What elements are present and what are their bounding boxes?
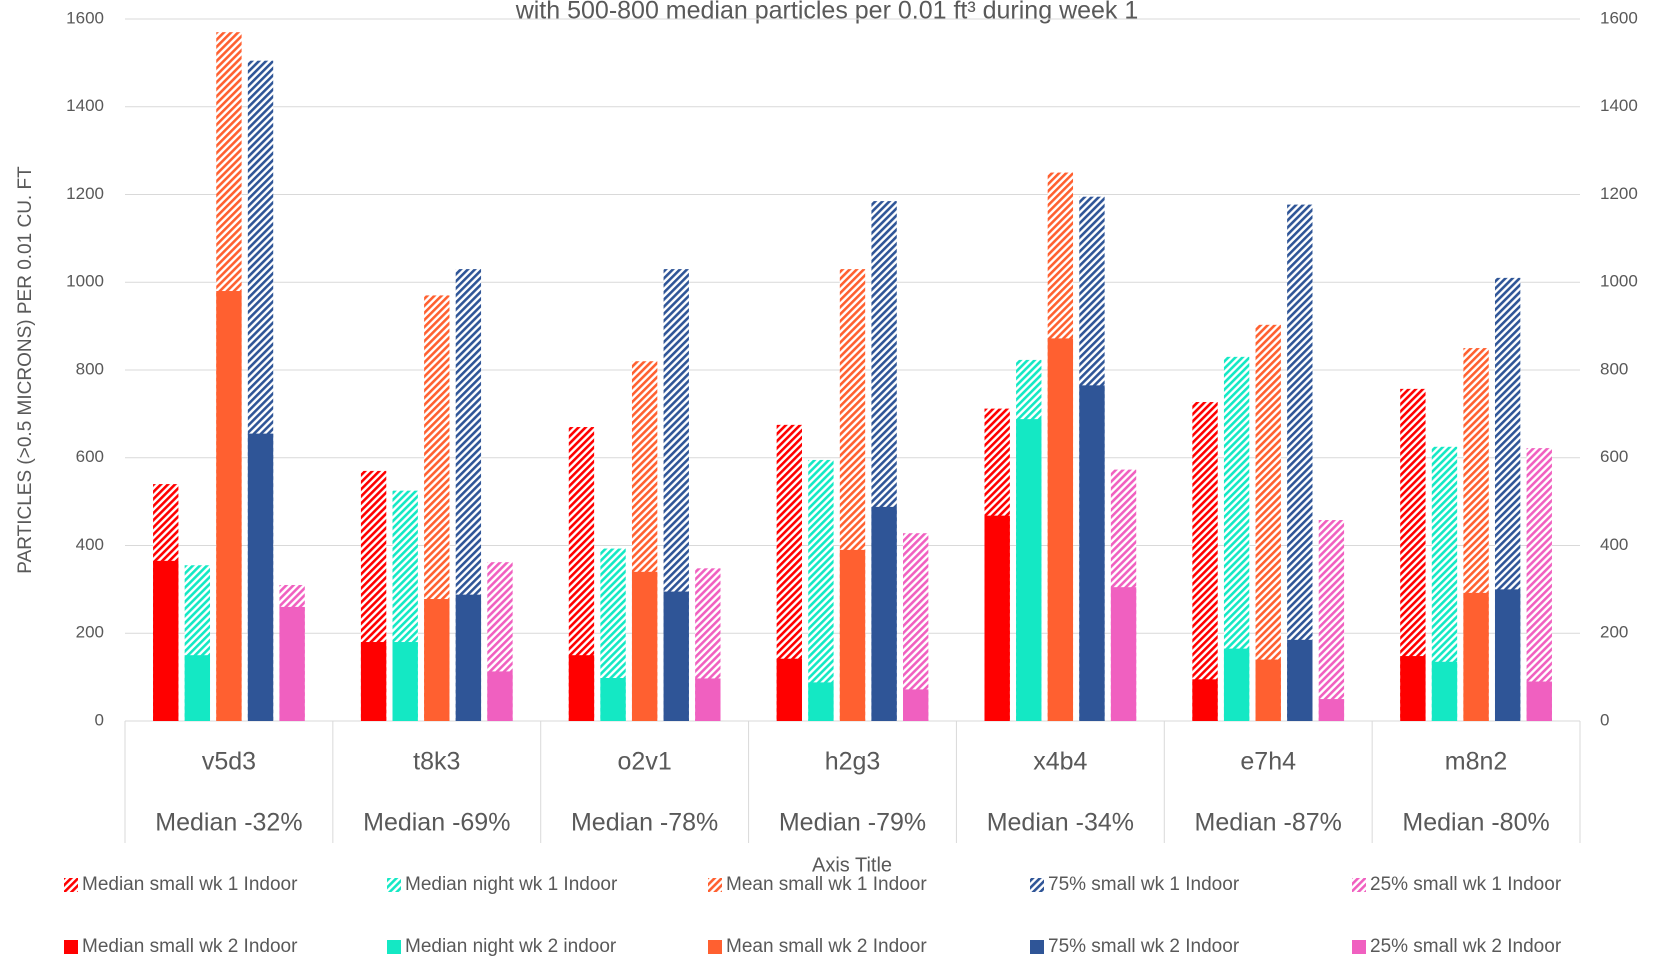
- legend-swatch: [64, 878, 78, 892]
- y2-tick-label: 600: [1600, 447, 1628, 466]
- x-tick-label: v5d3: [202, 748, 256, 776]
- bar: [360, 642, 387, 721]
- legend-label: Median small wk 2 Indoor: [82, 936, 298, 957]
- bar: [1287, 639, 1313, 721]
- legend-label: Median small wk 1 Indoor: [82, 874, 298, 895]
- y2-tick-label: 0: [1600, 710, 1609, 729]
- bar: [392, 642, 418, 721]
- legend-swatch: [1352, 878, 1366, 892]
- bar: [279, 606, 305, 721]
- y-tick-label: 1200: [66, 184, 104, 203]
- bar: [568, 655, 595, 721]
- legend-label: Median night wk 1 Indoor: [405, 874, 618, 895]
- y2-tick-label: 1200: [1600, 184, 1638, 203]
- bar: [1463, 592, 1489, 721]
- category-note: Median -34%: [987, 809, 1134, 837]
- legend-swatch: [708, 940, 722, 954]
- x-tick-label: o2v1: [618, 748, 672, 776]
- bar: [984, 515, 1010, 721]
- bar: [871, 506, 897, 721]
- legend-swatch: [387, 878, 401, 892]
- y-tick-label: 200: [76, 623, 104, 642]
- legend-label: Mean small wk 2 Indoor: [726, 936, 927, 957]
- y-tick-label: 400: [76, 535, 104, 554]
- chart-title: with 500-800 median particles per 0.01 f…: [515, 0, 1139, 25]
- bar: [424, 599, 450, 721]
- bar: [1318, 520, 1345, 721]
- category-note: Median -80%: [1402, 809, 1549, 837]
- legend-swatch: [64, 940, 78, 954]
- category-note: Median -78%: [571, 809, 718, 837]
- bar: [184, 655, 211, 721]
- bar: [839, 549, 866, 721]
- category-note: Median -87%: [1195, 809, 1342, 837]
- bar: [1318, 699, 1345, 721]
- bar: [455, 594, 482, 721]
- y2-tick-label: 400: [1600, 535, 1628, 554]
- y2-tick-label: 1000: [1600, 272, 1638, 291]
- bar: [695, 678, 721, 721]
- bar: [153, 560, 179, 721]
- bar: [1016, 419, 1042, 721]
- y-tick-label: 600: [76, 447, 104, 466]
- bar: [776, 658, 802, 721]
- category-note: Median -69%: [363, 809, 510, 837]
- y2-tick-label: 800: [1600, 359, 1628, 378]
- legend-swatch: [1352, 940, 1366, 954]
- bar: [600, 678, 626, 721]
- y-tick-label: 0: [95, 710, 104, 729]
- bar: [1400, 656, 1426, 721]
- legend-label: 25% small wk 2 Indoor: [1370, 936, 1562, 957]
- category-note: Median -32%: [155, 809, 302, 837]
- bar: [1287, 204, 1313, 721]
- category-note: Median -79%: [779, 809, 926, 837]
- bar: [216, 291, 242, 721]
- y-axis-title: PARTICLES (>0.5 MICRONS) PER 0.01 CU. FT: [15, 166, 36, 574]
- bar: [1255, 324, 1281, 721]
- y-tick-label: 1600: [66, 8, 104, 27]
- legend-swatch: [708, 878, 722, 892]
- bar: [663, 591, 689, 721]
- y2-tick-label: 1400: [1600, 96, 1638, 115]
- bar: [1047, 338, 1074, 721]
- legend-swatch: [387, 940, 401, 954]
- bar: [903, 689, 929, 721]
- legend-label: 25% small wk 1 Indoor: [1370, 874, 1562, 895]
- legend-swatch: [1030, 878, 1044, 892]
- bar: [1255, 659, 1281, 721]
- bar: [1526, 448, 1552, 721]
- y2-tick-label: 1600: [1600, 8, 1638, 27]
- legend-swatch: [1030, 940, 1044, 954]
- bar: [487, 671, 513, 721]
- bar: [1192, 679, 1218, 721]
- legend-label: Median night wk 2 indoor: [405, 936, 617, 957]
- y-tick-label: 800: [76, 359, 104, 378]
- legend-label: 75% small wk 2 Indoor: [1048, 936, 1240, 957]
- bar: [808, 459, 834, 721]
- x-tick-label: m8n2: [1445, 748, 1508, 776]
- bar: [1110, 587, 1137, 721]
- x-tick-label: x4b4: [1033, 748, 1087, 776]
- bar: [1526, 681, 1552, 721]
- y2-tick-label: 200: [1600, 623, 1628, 642]
- bar: [1192, 402, 1218, 721]
- y-tick-label: 1000: [66, 272, 104, 291]
- bar: [808, 682, 834, 721]
- bar: [1223, 648, 1250, 721]
- bar: [1079, 385, 1105, 721]
- x-tick-label: h2g3: [825, 748, 881, 776]
- bar: [631, 571, 658, 721]
- bar: [247, 433, 274, 721]
- x-axis-title: Axis Title: [812, 854, 892, 876]
- bar: [1431, 661, 1458, 721]
- y-tick-label: 1400: [66, 96, 104, 115]
- x-tick-label: e7h4: [1240, 748, 1296, 776]
- bar: [1494, 589, 1521, 721]
- x-tick-label: t8k3: [413, 748, 460, 776]
- legend-label: 75% small wk 1 Indoor: [1048, 874, 1240, 895]
- legend-label: Mean small wk 1 Indoor: [726, 874, 927, 895]
